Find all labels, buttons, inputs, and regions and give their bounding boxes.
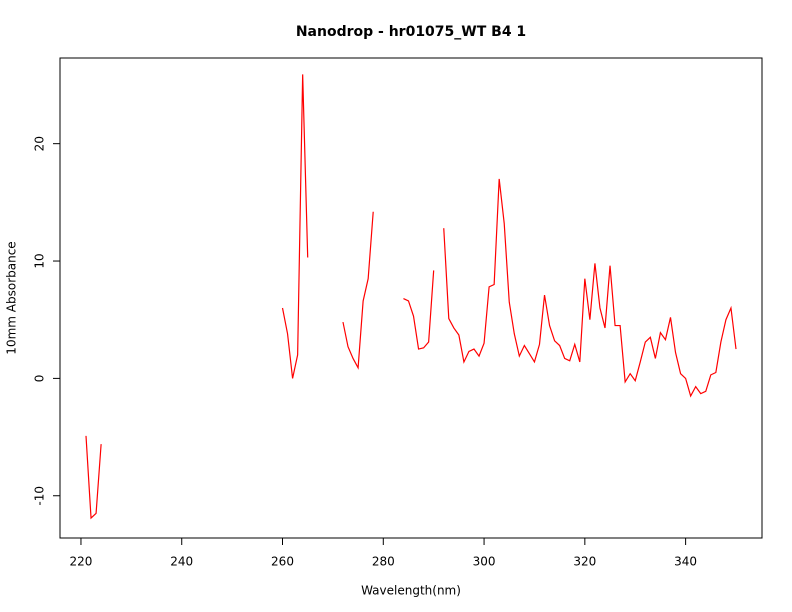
x-tick-label: 340 [674,555,697,569]
y-tick-label: 0 [33,375,47,383]
plot-box [59,57,763,539]
x-tick-label: 240 [170,555,193,569]
y-tick-label: 20 [33,136,47,151]
data-line [85,74,737,520]
y-axis-label: 10mm Absorbance [5,241,19,354]
x-tick-label: 280 [372,555,395,569]
x-tick-label: 220 [70,555,93,569]
x-tick-label: 260 [271,555,294,569]
y-tick-label: 10 [33,253,47,268]
x-tick-label: 300 [473,555,496,569]
y-tick-label: -10 [33,486,47,506]
chart-title: Nanodrop - hr01075_WT B4 1 [296,24,526,40]
x-axis-label: Wavelength(nm) [361,584,461,598]
x-tick-label: 320 [573,555,596,569]
